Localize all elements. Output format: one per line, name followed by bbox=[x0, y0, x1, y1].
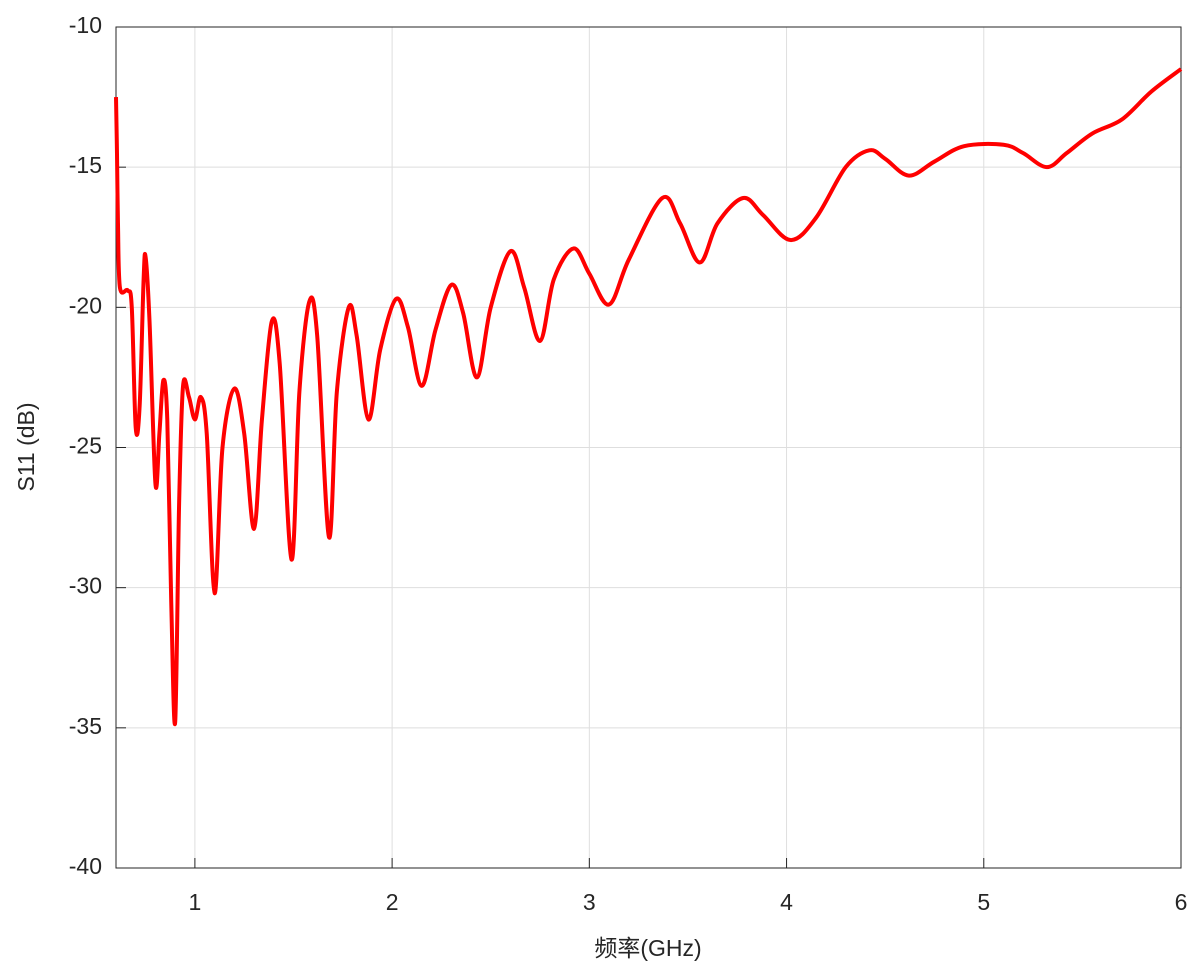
y-tick-label: -30 bbox=[69, 573, 102, 599]
y-tick-label: -25 bbox=[69, 433, 102, 459]
plot-frame bbox=[115, 26, 1182, 869]
y-tick-label: -35 bbox=[69, 713, 102, 739]
x-tick-label: 4 bbox=[780, 889, 793, 915]
x-tick-label: 2 bbox=[386, 889, 399, 915]
x-tick-label: 6 bbox=[1175, 889, 1188, 915]
y-tick-label: -20 bbox=[69, 292, 102, 318]
x-tick-label: 1 bbox=[188, 889, 201, 915]
x-axis-label: 频率(GHz) bbox=[594, 935, 701, 961]
y-tick-label: -40 bbox=[69, 853, 102, 879]
y-axis-label: S11 (dB) bbox=[13, 402, 39, 491]
y-tick-label: -15 bbox=[69, 152, 102, 178]
x-tick-label: 5 bbox=[977, 889, 990, 915]
data-line bbox=[114, 67, 1183, 727]
y-tick-label: -10 bbox=[69, 12, 102, 38]
x-tick-label: 3 bbox=[583, 889, 596, 915]
